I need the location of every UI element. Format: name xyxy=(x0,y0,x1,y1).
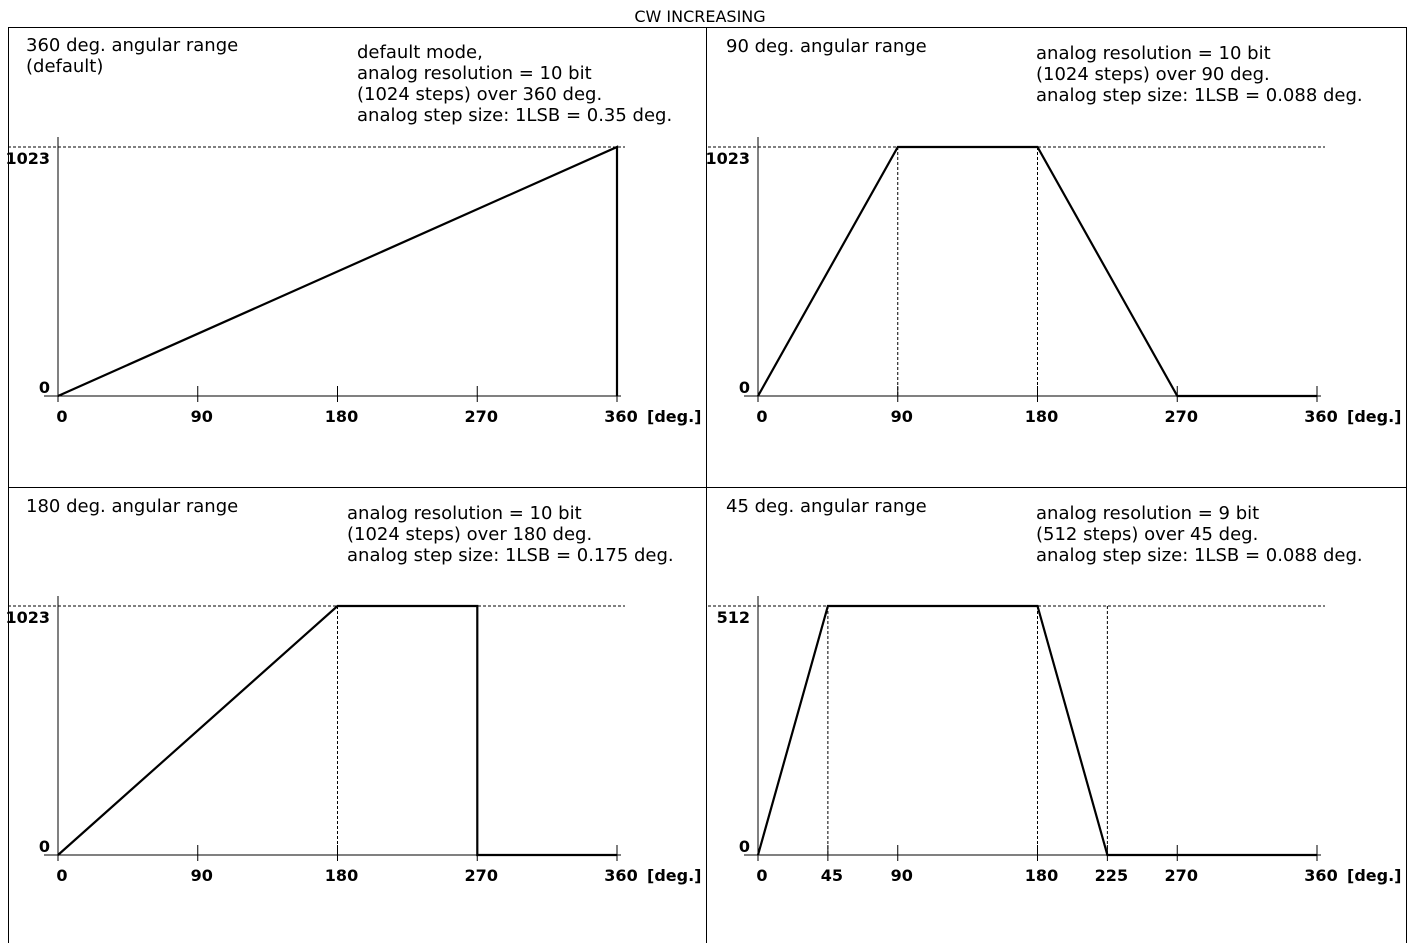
annotation-line: (1024 steps) over 90 deg. xyxy=(1036,64,1270,85)
panel-title-line: (default) xyxy=(26,56,103,77)
x-tick-label: 180 xyxy=(325,407,358,426)
y-tick-label: 1023 xyxy=(705,149,750,168)
y-tick-label: 1023 xyxy=(5,149,50,168)
chart-panel-3: 180 deg. angular range analog resolution … xyxy=(5,496,701,885)
annotation-line: analog resolution = 10 bit xyxy=(357,63,592,84)
x-tick-label: 270 xyxy=(465,866,498,885)
x-tick-label: 270 xyxy=(1165,866,1198,885)
y-tick-label: 0 xyxy=(739,378,750,397)
x-tick-label: 270 xyxy=(1165,407,1198,426)
panel-title-line: 90 deg. angular range xyxy=(726,36,927,57)
y-tick-label: 0 xyxy=(39,378,50,397)
x-unit-label: [deg.] xyxy=(647,407,701,426)
y-tick-label: 1023 xyxy=(5,608,50,627)
x-tick-label: 225 xyxy=(1095,866,1128,885)
annotation-line: (1024 steps) over 180 deg. xyxy=(347,524,592,545)
y-tick-label: 512 xyxy=(717,608,750,627)
series-line xyxy=(756,604,1317,857)
chart-panel-1: 360 deg. angular range(default) default m… xyxy=(5,35,701,426)
x-tick-label: 0 xyxy=(56,407,67,426)
x-tick-label: 90 xyxy=(191,407,213,426)
annotation-line: (512 steps) over 45 deg. xyxy=(1036,524,1258,545)
x-tick-label: 90 xyxy=(891,407,913,426)
x-tick-label: 360 xyxy=(1304,407,1337,426)
chart-panel-2: 90 deg. angular range analog resolution =… xyxy=(705,36,1401,426)
annotation-line: analog resolution = 9 bit xyxy=(1036,503,1259,524)
x-tick-label: 180 xyxy=(1025,407,1058,426)
x-tick-label: 45 xyxy=(821,866,843,885)
series-line xyxy=(757,145,1317,398)
annotation-line: analog resolution = 10 bit xyxy=(1036,43,1271,64)
annotation-line: analog step size: 1LSB = 0.175 deg. xyxy=(347,545,674,566)
x-tick-label: 180 xyxy=(325,866,358,885)
x-tick-label: 0 xyxy=(756,407,767,426)
x-tick-label: 360 xyxy=(1304,866,1337,885)
x-unit-label: [deg.] xyxy=(647,866,701,885)
x-tick-label: 0 xyxy=(56,866,67,885)
annotation-line: analog resolution = 10 bit xyxy=(347,503,582,524)
figure-title: CW INCREASING xyxy=(634,7,765,26)
series-line xyxy=(57,604,617,857)
panel-title-line: 45 deg. angular range xyxy=(726,496,927,517)
x-tick-label: 0 xyxy=(756,866,767,885)
panel-grid-frame xyxy=(8,27,1407,943)
annotation-line: analog step size: 1LSB = 0.088 deg. xyxy=(1036,545,1363,566)
x-tick-label: 270 xyxy=(465,407,498,426)
x-tick-label: 90 xyxy=(191,866,213,885)
x-tick-label: 360 xyxy=(604,407,637,426)
x-unit-label: [deg.] xyxy=(1347,407,1401,426)
x-unit-label: [deg.] xyxy=(1347,866,1401,885)
chart-panel-4: 45 deg. angular range analog resolution =… xyxy=(708,496,1401,885)
x-tick-label: 360 xyxy=(604,866,637,885)
y-tick-label: 0 xyxy=(39,837,50,856)
x-tick-label: 180 xyxy=(1025,866,1058,885)
series-line xyxy=(57,145,619,398)
annotation-line: default mode, xyxy=(357,42,483,63)
annotation-line: analog step size: 1LSB = 0.35 deg. xyxy=(357,105,672,126)
panel-title-line: 180 deg. angular range xyxy=(26,496,238,517)
panel-title-line: 360 deg. angular range xyxy=(26,35,238,56)
annotation-line: analog step size: 1LSB = 0.088 deg. xyxy=(1036,85,1363,106)
annotation-line: (1024 steps) over 360 deg. xyxy=(357,84,602,105)
y-tick-label: 0 xyxy=(739,837,750,856)
x-tick-label: 90 xyxy=(891,866,913,885)
